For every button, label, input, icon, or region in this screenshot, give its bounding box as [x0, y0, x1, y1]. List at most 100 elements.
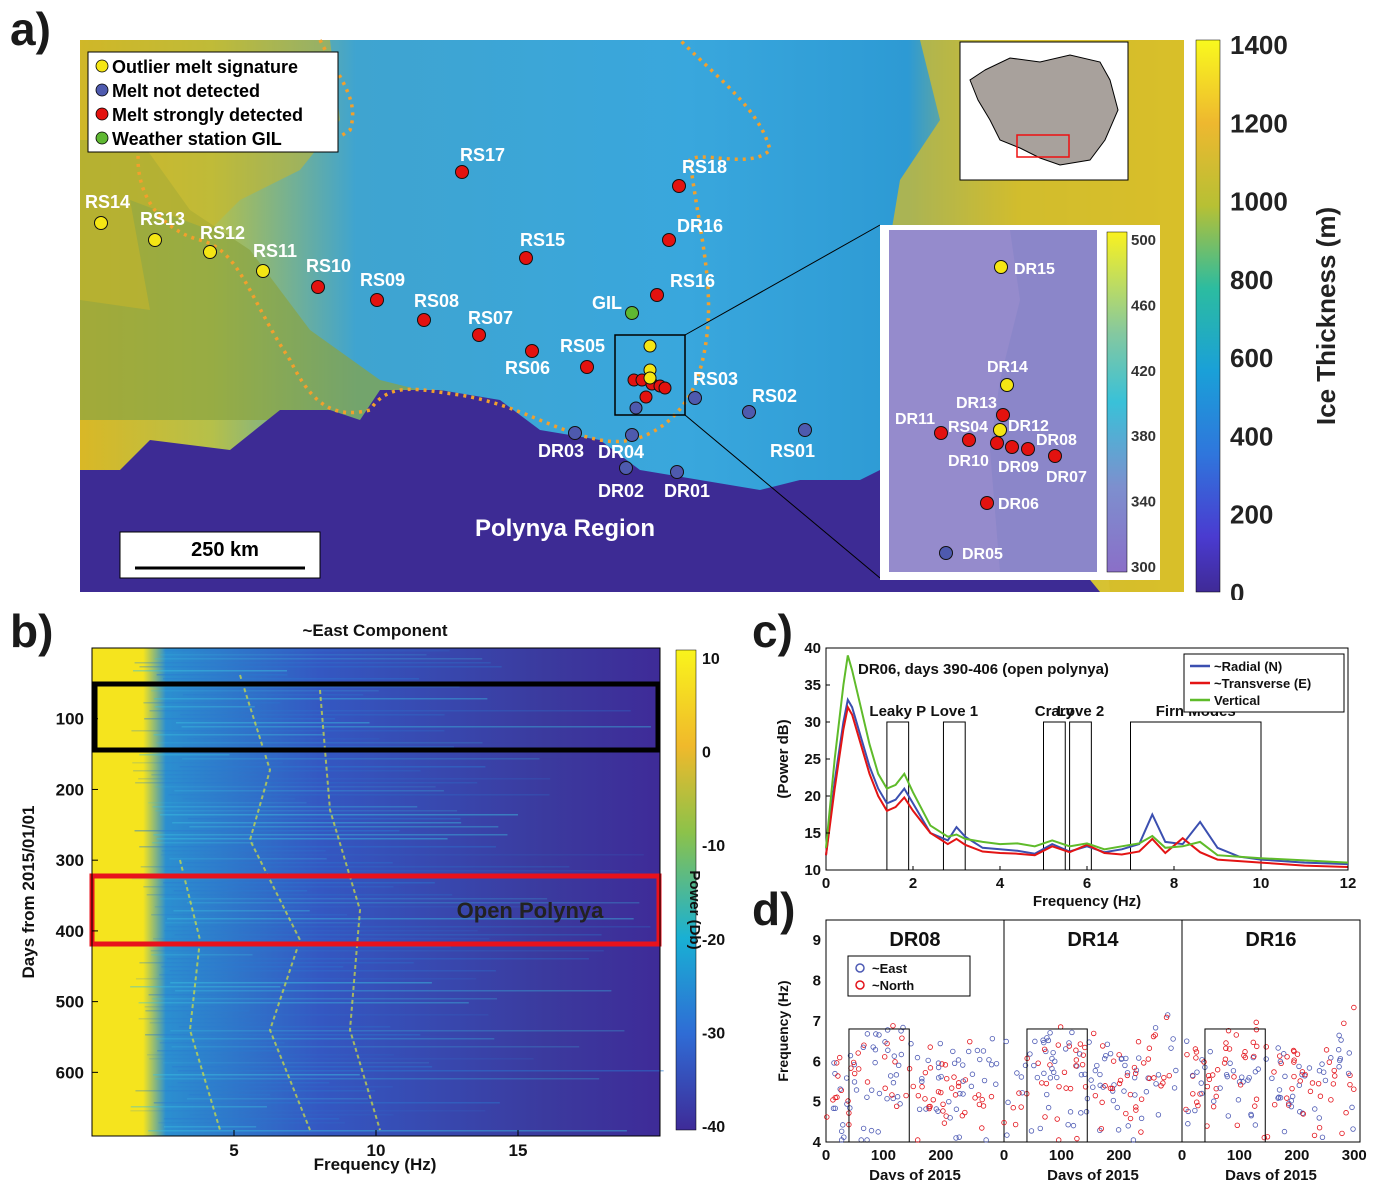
- d-point: [941, 1120, 948, 1126]
- c-ytick: 30: [804, 714, 821, 731]
- d-point: [1351, 1004, 1357, 1011]
- station-marker-rs03: [688, 391, 702, 405]
- spectrogram-stripe: [162, 1062, 430, 1064]
- d-subplot-title: DR16: [1245, 929, 1296, 951]
- ice-cbar-tick: 1000: [1230, 187, 1288, 217]
- spectrogram-stripe: [160, 654, 427, 656]
- d-point: [1343, 1110, 1349, 1116]
- d-point: [1221, 1060, 1228, 1066]
- d-point: [1227, 1060, 1233, 1066]
- d-point: [975, 1092, 982, 1098]
- d-point: [1184, 1038, 1190, 1044]
- d-point: [830, 1105, 837, 1112]
- d-ytick: 7: [813, 1013, 821, 1030]
- d-point: [1032, 1038, 1038, 1045]
- spectrogram-stripe: [131, 878, 351, 880]
- d-point: [1275, 1045, 1281, 1051]
- d-point: [915, 1092, 922, 1099]
- inset-label-dr14: DR14: [987, 359, 1028, 376]
- d-point: [1107, 1085, 1114, 1092]
- d-point: [1170, 1036, 1176, 1042]
- spectrogram-stripe: [166, 958, 589, 960]
- d-point: [1331, 1067, 1337, 1074]
- spectrogram-stripe: [152, 842, 254, 844]
- legend-not-detected: Melt not detected: [112, 81, 260, 101]
- station-label-rs10: RS10: [306, 256, 351, 276]
- d-point: [986, 1057, 992, 1063]
- d-point: [1339, 1130, 1345, 1137]
- spectrogram-stripe: [144, 718, 336, 720]
- station-marker-dr01: [670, 465, 684, 479]
- spectrogram-stripe: [156, 742, 483, 744]
- station-label-rs14: RS14: [85, 192, 130, 212]
- d-point: [872, 1059, 878, 1066]
- d-point: [1225, 1113, 1231, 1119]
- spectrogram-stripe: [151, 954, 253, 956]
- d-point: [935, 1089, 942, 1095]
- station-label-rs11: RS11: [253, 241, 297, 261]
- d-point: [989, 1035, 996, 1042]
- d-point: [944, 1075, 950, 1082]
- c-band-crary: [1043, 721, 1066, 871]
- d-point: [1047, 1075, 1054, 1081]
- d-point: [1297, 1078, 1303, 1084]
- spectrogram-stripe: [182, 758, 540, 760]
- inset-label-dr10: DR10: [948, 453, 989, 470]
- d-point: [1152, 1032, 1158, 1038]
- station-label-rs05: RS05: [560, 336, 605, 356]
- d-point: [1092, 1067, 1099, 1074]
- d-point: [855, 1050, 861, 1056]
- d-point: [1316, 1124, 1323, 1131]
- spectrogram-stripe: [181, 946, 451, 948]
- d-point: [988, 1093, 995, 1100]
- b-cbar-tick: -10: [702, 838, 725, 855]
- inset-label-dr13: DR13: [956, 395, 997, 412]
- d-point: [1237, 1082, 1244, 1088]
- spectrogram-stripe: [177, 1070, 664, 1072]
- d-point: [1189, 1072, 1196, 1079]
- station-marker-dr04: [625, 428, 639, 442]
- d-point: [1328, 1097, 1334, 1103]
- spectrogram-stripe: [154, 706, 255, 708]
- inset-label-dr05: DR05: [962, 546, 1003, 563]
- spectrogram-stripe: [143, 886, 394, 888]
- d-point: [1185, 1108, 1191, 1115]
- d-point: [1253, 1026, 1260, 1033]
- d-point: [1281, 1051, 1287, 1057]
- d-point: [1271, 1069, 1277, 1075]
- d-point: [1069, 1029, 1075, 1036]
- d-point: [1306, 1065, 1313, 1071]
- d-point: [1233, 1032, 1239, 1038]
- d-ytick: 8: [813, 973, 821, 990]
- d-point: [853, 1087, 860, 1093]
- d-point: [1311, 1132, 1318, 1139]
- inset-label-dr06: DR06: [998, 496, 1039, 513]
- d-point: [898, 1051, 905, 1058]
- d-point: [1161, 1074, 1167, 1081]
- d-point: [1044, 1035, 1050, 1041]
- d-point: [895, 1062, 902, 1069]
- c-ytick: 10: [804, 862, 821, 879]
- d-xlabel: Days of 2015: [1047, 1167, 1139, 1180]
- d-point: [1192, 1046, 1199, 1052]
- d-point: [1001, 1119, 1007, 1126]
- d-point: [979, 1125, 985, 1131]
- spectrogram-stripe: [156, 838, 448, 840]
- ice-thickness-label: Ice Thickness (m): [1311, 207, 1341, 425]
- d-point: [951, 1074, 957, 1080]
- station-marker-rs14: [94, 216, 108, 230]
- d-point: [1337, 1057, 1343, 1064]
- d-point: [977, 1056, 983, 1063]
- inset-marker-dr06: [980, 496, 994, 510]
- d-point: [1210, 1103, 1217, 1110]
- d-point: [1110, 1097, 1117, 1104]
- spectrogram-stripe: [154, 906, 572, 908]
- d-xtick: 300: [1342, 1147, 1367, 1164]
- d-point: [1312, 1106, 1318, 1112]
- d-point: [832, 1094, 838, 1101]
- d-point: [882, 1085, 888, 1091]
- d-xtick: 0: [1178, 1147, 1186, 1164]
- d-legend-east-marker: [855, 963, 865, 973]
- d-point: [1065, 1121, 1071, 1128]
- d-point: [1282, 1073, 1288, 1080]
